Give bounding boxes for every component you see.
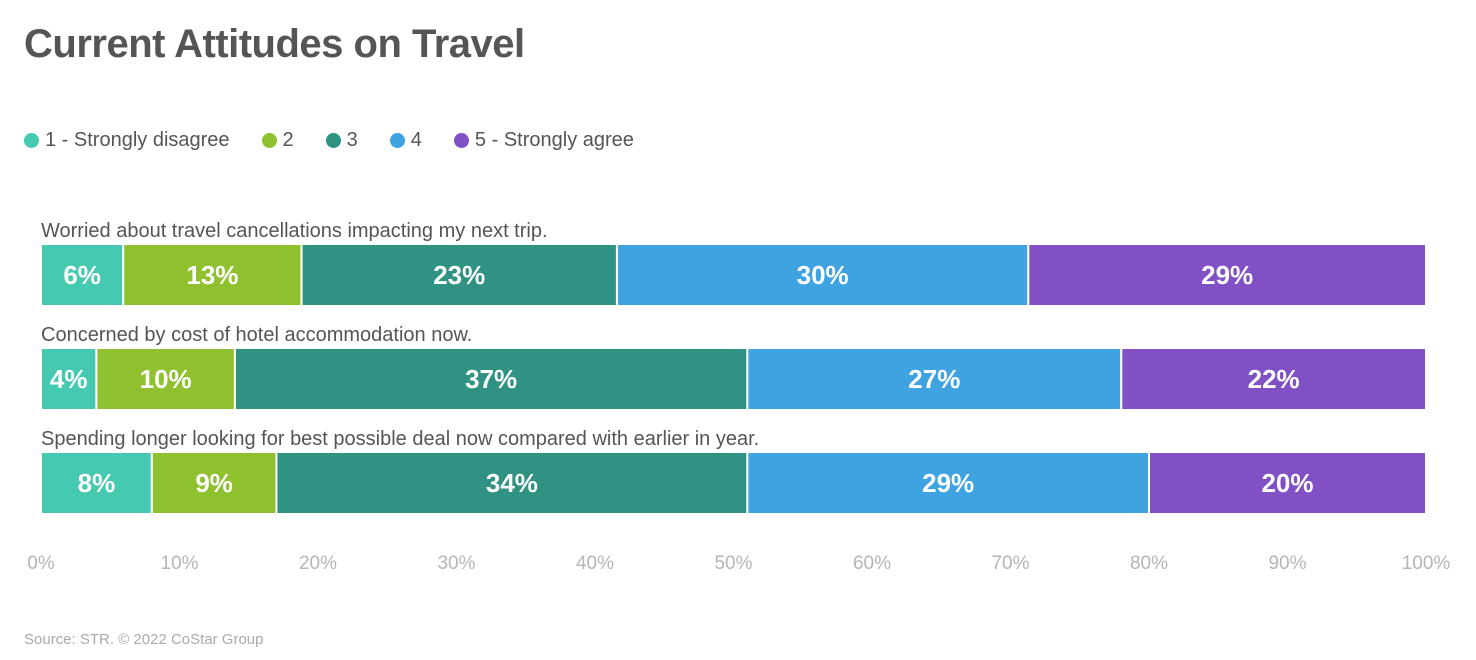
bar-segment	[1027, 243, 1428, 307]
bar-segment	[150, 451, 278, 515]
data-label: 29%	[1201, 260, 1253, 290]
legend-item: 2	[261, 128, 294, 152]
x-tick-label: 50%	[714, 553, 752, 574]
x-tick-label: 0%	[27, 553, 55, 574]
data-label: 22%	[1248, 364, 1300, 394]
legend-swatch	[261, 132, 277, 148]
bar-segment	[40, 243, 125, 307]
x-tick-label: 30%	[437, 553, 475, 574]
legend-item: 4	[389, 128, 422, 152]
bar-segment	[275, 451, 749, 515]
data-label: 10%	[140, 364, 192, 394]
legend-swatch	[453, 132, 469, 148]
x-tick-label: 20%	[299, 553, 337, 574]
data-label: 9%	[195, 468, 233, 498]
legend-label: 5 - Strongly agree	[474, 128, 634, 151]
data-label: 23%	[433, 260, 485, 290]
bar-segment	[95, 347, 236, 411]
legend-label: 1 - Strongly disagree	[45, 128, 230, 151]
bar-segment	[1120, 347, 1428, 411]
legend-item: 5 - Strongly agree	[453, 128, 634, 152]
x-tick-label: 70%	[991, 553, 1029, 574]
legend-swatch	[24, 132, 39, 148]
bar-segment	[615, 243, 1030, 307]
legend-swatch	[389, 132, 405, 148]
data-label: 20%	[1261, 468, 1313, 498]
chart-title: Current Attitudes on Travel	[24, 22, 525, 66]
x-tick-label: 80%	[1130, 553, 1168, 574]
data-label: 6%	[63, 260, 101, 290]
stacked-bar-chart: Worried about travel cancellations impac…	[27, 220, 1451, 574]
x-tick-label: 90%	[1268, 553, 1306, 574]
bar-segment	[746, 347, 1123, 411]
data-label: 30%	[797, 260, 849, 290]
data-label: 29%	[922, 468, 974, 498]
data-label: 34%	[486, 468, 538, 498]
category-label: Spending longer looking for best possibl…	[41, 428, 759, 450]
x-tick-label: 40%	[576, 553, 614, 574]
x-tick-label: 100%	[1402, 553, 1451, 574]
legend-swatch	[325, 132, 341, 148]
bar-segment	[40, 451, 153, 515]
bar-segment	[122, 243, 303, 307]
data-label: 4%	[50, 364, 88, 394]
bar-segment	[746, 451, 1150, 515]
legend: 1 - Strongly disagree 2 3 4 5 - Strongly agr…	[24, 126, 666, 154]
x-tick-label: 60%	[853, 553, 891, 574]
bar-segment	[300, 243, 618, 307]
legend-item: 1 - Strongly disagree	[24, 129, 230, 152]
legend-label: 3	[346, 128, 358, 151]
data-label: 37%	[465, 364, 517, 394]
category-label: Worried about travel cancellations impac…	[41, 220, 548, 242]
legend-item: 3	[325, 128, 358, 152]
data-label: 8%	[78, 468, 116, 498]
data-label: 27%	[908, 364, 960, 394]
x-tick-label: 10%	[160, 553, 198, 574]
bar-segment	[1148, 451, 1427, 515]
source-note: Source: STR. © 2022 CoStar Group	[24, 631, 264, 648]
category-label: Concerned by cost of hotel accommodation…	[41, 324, 472, 346]
legend-label: 4	[410, 128, 422, 151]
legend-label: 2	[282, 128, 294, 151]
data-label: 13%	[186, 260, 238, 290]
